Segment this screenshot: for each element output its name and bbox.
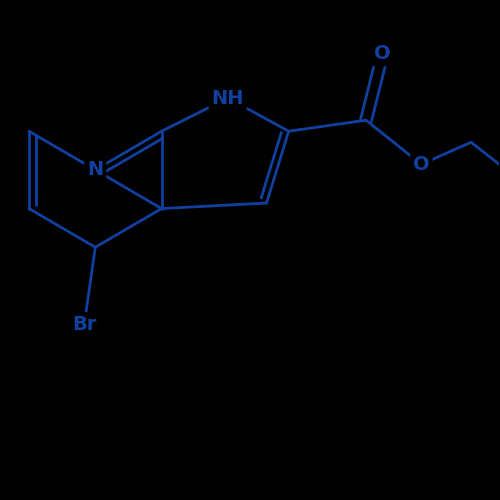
Text: NH: NH <box>212 88 244 108</box>
Text: Br: Br <box>72 315 96 334</box>
Text: O: O <box>413 155 430 174</box>
Text: O: O <box>374 44 391 64</box>
Text: N: N <box>87 160 104 180</box>
